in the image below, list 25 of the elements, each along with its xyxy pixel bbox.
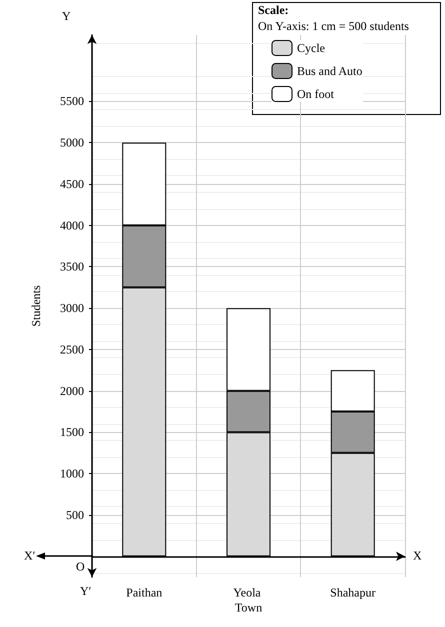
- y-tick-label: 2500: [60, 342, 84, 356]
- text: Y: [62, 9, 71, 23]
- legend-label: Bus and Auto: [297, 64, 362, 78]
- y-tick-label: 4000: [60, 218, 84, 232]
- x-tick-label: Shahapur: [330, 586, 376, 600]
- y-tick-label: 3500: [60, 260, 84, 274]
- text: X: [413, 548, 422, 562]
- text: X′: [24, 548, 36, 562]
- x-tick-label: Paithan: [126, 586, 162, 600]
- y-tick-label: 500: [66, 508, 84, 522]
- text: On Y-axis: 1 cm = 500 students: [258, 19, 410, 33]
- text: O: [76, 559, 85, 574]
- legend-label: On foot: [297, 87, 335, 101]
- y-tick-label: 1500: [60, 425, 84, 440]
- text: Y′: [80, 584, 92, 598]
- y-tick-label: 1000: [60, 466, 84, 481]
- y-tick-label: 5000: [60, 136, 84, 150]
- text: Scale:: [258, 3, 289, 17]
- y-tick-label: 5500: [60, 94, 84, 108]
- y-tick-label: 2000: [60, 384, 84, 398]
- legend-label: Cycle: [297, 41, 325, 55]
- y-tick-label: 3000: [60, 301, 84, 316]
- y-axis-title: Students: [29, 285, 43, 327]
- x-tick-label: Yeola Town: [233, 586, 264, 614]
- y-tick-label: 4500: [60, 176, 84, 191]
